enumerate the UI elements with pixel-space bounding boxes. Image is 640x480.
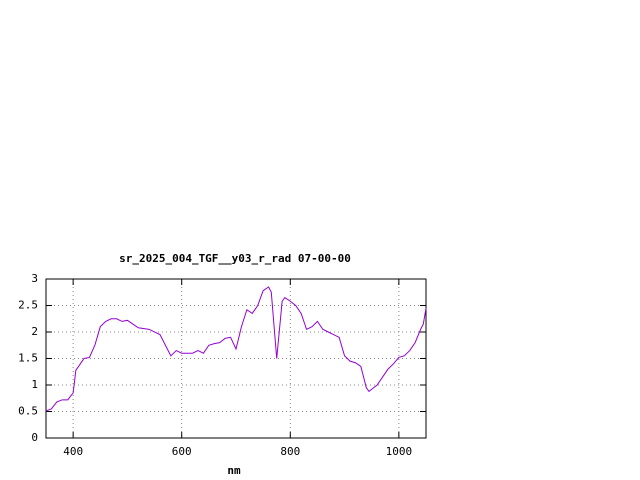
y-tick-label: 2 [31,325,38,338]
y-tick-label: 0 [31,431,38,444]
x-tick-label: 400 [63,445,83,458]
x-axis-label: nm [227,464,241,477]
x-tick-label: 600 [172,445,192,458]
x-tick-label: 800 [280,445,300,458]
y-tick-label: 1.5 [18,352,38,365]
y-tick-label: 3 [31,272,38,285]
plot-frame [45,278,427,439]
y-tick-label: 2.5 [18,299,38,312]
x-tick-label: 1000 [386,445,413,458]
data-line [45,286,427,412]
y-tick-label: 1 [31,378,38,391]
y-tick-label: 0.5 [18,405,38,418]
chart-title: sr_2025_004_TGF__y03_r_rad 07-00-00 [119,252,351,265]
